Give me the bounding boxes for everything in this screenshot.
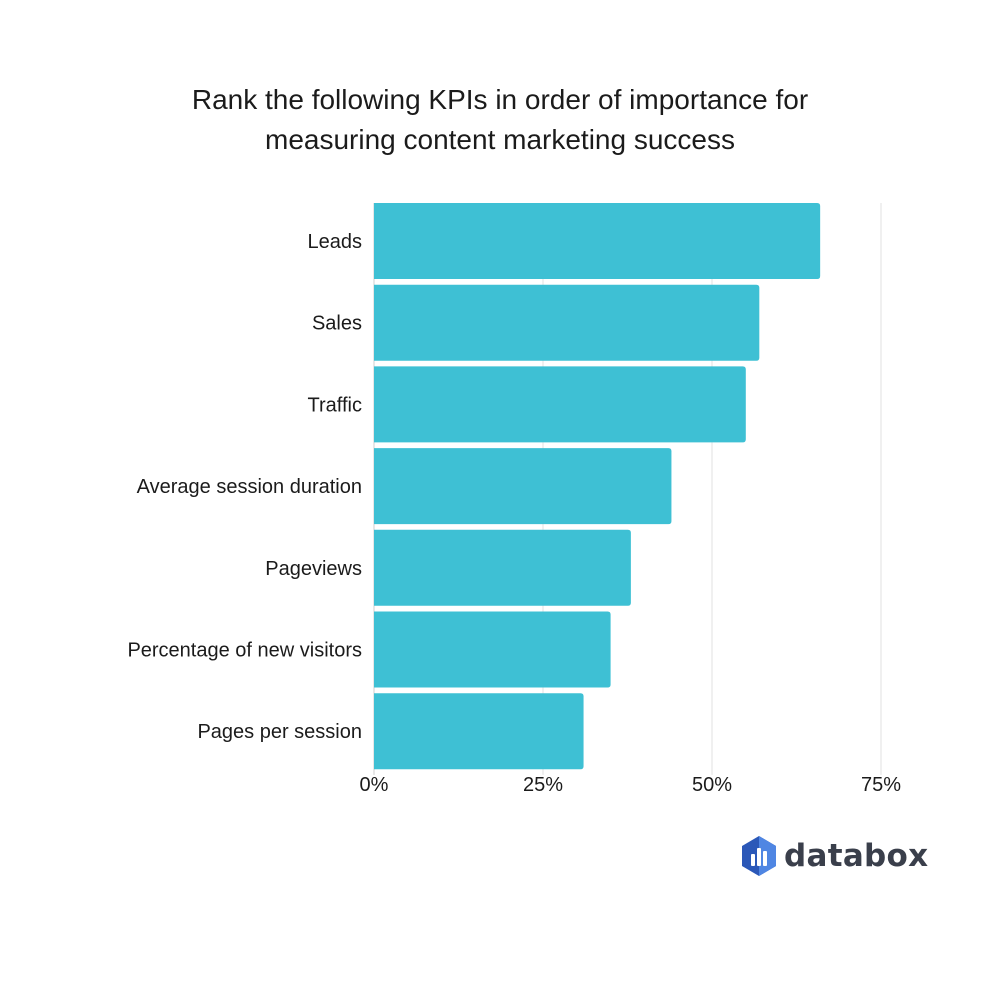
category-label: Sales: [312, 313, 362, 335]
bar-pageviews: [374, 529, 631, 606]
x-axis-ticks: 0% 25% 50% 75%: [360, 774, 902, 796]
bar-percentage-of-new-visitors: [374, 611, 611, 688]
chart-title-line-2: measuring content marketing success: [265, 124, 735, 155]
category-label: Percentage of new visitors: [127, 640, 362, 662]
category-label: Traffic: [308, 394, 362, 416]
category-label: Average session duration: [137, 476, 362, 498]
x-tick-label: 0%: [360, 774, 389, 796]
category-label: Pageviews: [265, 558, 362, 580]
bars: [374, 203, 821, 770]
databox-logo-text: databox: [784, 838, 929, 874]
chart-title: Rank the following KPIs in order of impo…: [100, 80, 900, 160]
bar-average-session-duration: [374, 448, 672, 525]
databox-logo: databox: [742, 836, 928, 876]
databox-logo-icon: [742, 836, 776, 876]
category-labels: Leads Sales Traffic Average session duratio…: [127, 231, 362, 743]
chart-title-line-1: Rank the following KPIs in order of impo…: [191, 84, 809, 115]
bar-pages-per-session: [374, 693, 584, 770]
x-tick-label: 75%: [861, 774, 901, 796]
category-label: Pages per session: [197, 721, 362, 743]
bar-traffic: [374, 366, 746, 443]
x-tick-label: 25%: [523, 774, 563, 796]
bar-sales: [374, 284, 760, 361]
x-tick-label: 50%: [692, 774, 732, 796]
category-label: Leads: [308, 231, 363, 253]
bar-leads: [374, 203, 821, 279]
